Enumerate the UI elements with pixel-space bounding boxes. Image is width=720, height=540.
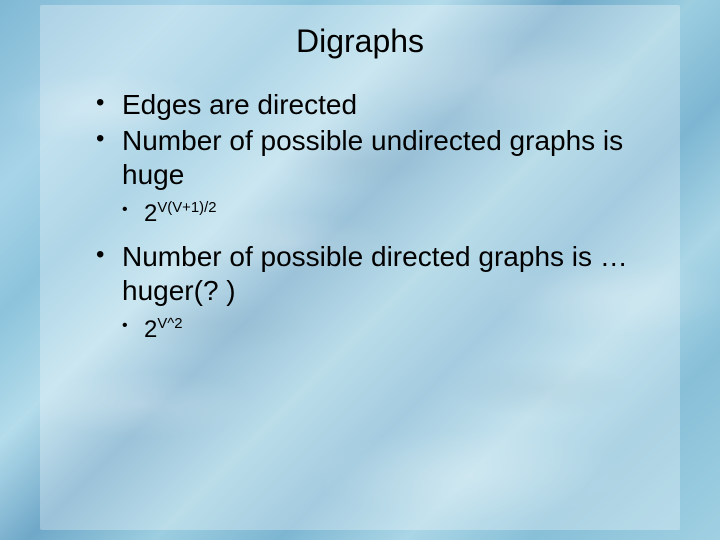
sub-list-item: 2V^2 [122,314,652,345]
formula-base: 2 [144,316,157,343]
list-item: Edges are directed [96,88,652,122]
list-item: Number of possible undirected graphs is … [96,124,652,230]
formula-exponent: V(V+1)/2 [157,200,216,216]
bullet-text: Edges are directed [122,89,357,120]
slide-title: Digraphs [68,23,652,60]
sub-list: 2V(V+1)/2 [122,198,652,229]
sub-list: 2V^2 [122,314,652,345]
slide-card: Digraphs Edges are directed Number of po… [40,5,680,530]
bullet-text: Number of possible directed graphs is … … [122,241,628,306]
bullet-list: Edges are directed Number of possible un… [68,88,652,345]
formula-exponent: V^2 [157,316,182,332]
bullet-text: Number of possible undirected graphs is … [122,125,623,190]
list-item: Number of possible directed graphs is … … [96,240,652,346]
sub-list-item: 2V(V+1)/2 [122,198,652,229]
formula-base: 2 [144,200,157,227]
